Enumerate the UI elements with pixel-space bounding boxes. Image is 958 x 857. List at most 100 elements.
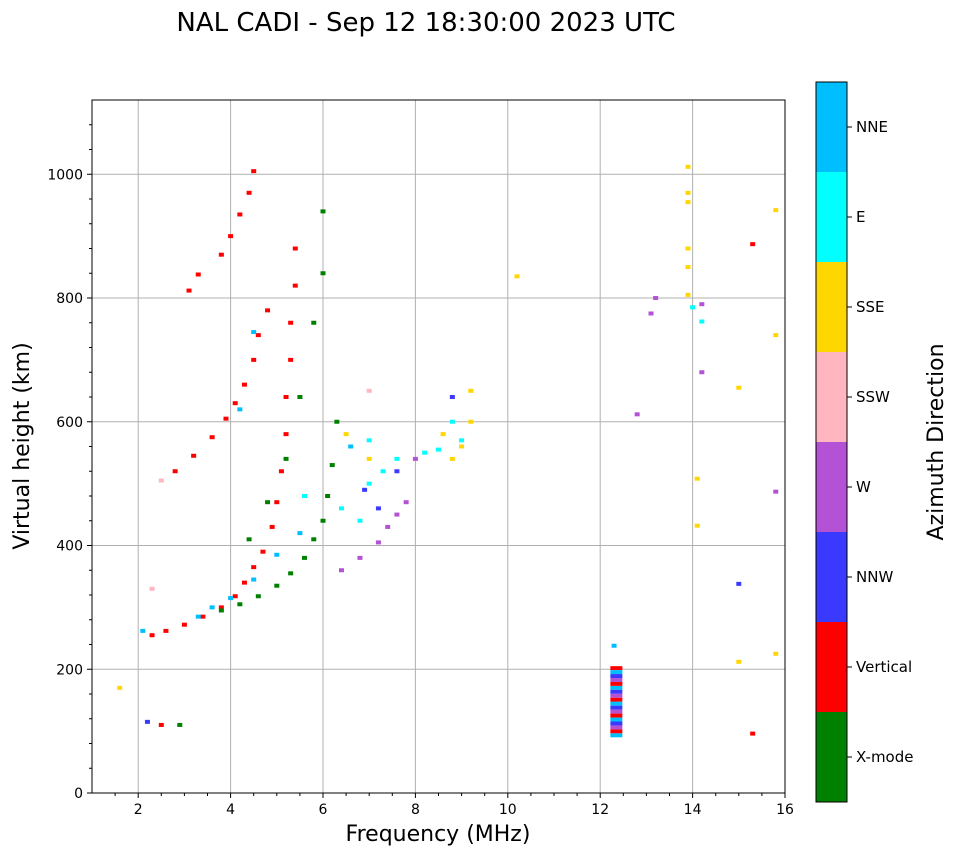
colorbar: X-mode Vertical NNW W SSW SSE E NNE [815, 81, 913, 803]
y-axis-ticks: 0 200 400 600 800 1000 [47, 124, 92, 802]
x-tick-label: 16 [776, 802, 794, 818]
data-point-e [690, 305, 696, 310]
colorbar-segment [816, 172, 847, 262]
data-band-stripe [610, 681, 623, 686]
data-band-stripe [610, 685, 623, 690]
data-point-x-mode [320, 209, 326, 214]
y-axis-label: Virtual height (km) [10, 342, 35, 549]
data-point-w [357, 555, 363, 560]
data-point-vertical [209, 435, 215, 440]
data-point-vertical [251, 357, 257, 362]
data-point-sse [736, 385, 742, 390]
colorbar-segment [816, 622, 847, 712]
colorbar-segment [816, 82, 847, 172]
data-point-vertical [246, 190, 252, 195]
data-point-x-mode [311, 320, 317, 325]
data-point-nne [228, 596, 234, 601]
data-band-stripe [610, 701, 623, 706]
colorbar-segment [816, 352, 847, 442]
data-point-nne [297, 531, 303, 536]
data-point-nne [251, 577, 257, 582]
data-point-sse [773, 651, 779, 656]
data-point-nnw [736, 581, 742, 586]
data-point-x-mode [320, 518, 326, 523]
data-point-nnw [144, 719, 150, 724]
colorbar-label: Azimuth Direction [924, 343, 949, 540]
data-point-sse [117, 685, 123, 690]
data-point-nne [209, 605, 215, 610]
data-point-e [380, 469, 386, 474]
colorbar-label-e: E [856, 208, 865, 226]
data-point-vertical [269, 524, 275, 529]
data-point-vertical [195, 272, 201, 277]
data-point-w [412, 456, 418, 461]
data-point-e [302, 494, 308, 498]
x-tick-label: 2 [134, 802, 143, 818]
data-band-stripe [610, 697, 623, 702]
colorbar-segment [816, 442, 847, 532]
data-point-x-mode [246, 537, 252, 542]
data-point-e [459, 438, 465, 443]
data-band-stripe [610, 725, 623, 730]
x-tick-label: 6 [319, 802, 328, 818]
colorbar-label-nnw: NNW [856, 568, 893, 586]
data-point-vertical [274, 500, 280, 505]
colorbar-frame [815, 81, 848, 803]
data-point-x-mode [218, 608, 224, 613]
data-point-e [357, 518, 363, 523]
data-point-e [422, 450, 428, 455]
data-point-vertical [232, 401, 238, 406]
data-point-sse [773, 208, 779, 213]
data-point-sse [514, 274, 520, 279]
data-point-vertical [292, 283, 298, 288]
data-point-vertical [218, 252, 224, 257]
data-band-stripe [610, 693, 623, 698]
data-point-vertical [172, 469, 178, 474]
data-point-vertical [163, 628, 169, 633]
data-point-w [648, 311, 654, 316]
data-point-e [436, 447, 441, 452]
colorbar-label-w: W [856, 478, 871, 496]
data-band-stripe [610, 721, 623, 726]
data-band-stripe [610, 666, 623, 671]
data-point-vertical [228, 234, 234, 239]
x-tick-label: 14 [684, 802, 702, 818]
x-tick-label: 10 [499, 802, 517, 818]
data-point-x-mode [325, 494, 331, 498]
data-point-x-mode [265, 500, 271, 505]
colorbar-label-ssw: SSW [856, 388, 890, 406]
colorbar-segment [816, 712, 847, 802]
data-band-stripe [610, 705, 623, 710]
data-point-w [699, 370, 705, 375]
colorbar-label-nne: NNE [856, 118, 888, 136]
data-point-nne [251, 330, 257, 335]
data-band-stripe [610, 674, 623, 679]
data-point-sse [685, 164, 691, 169]
data-point-w [699, 302, 705, 307]
data-band-stripe [610, 729, 623, 734]
data-point-vertical [149, 633, 155, 638]
data-point-x-mode [297, 395, 303, 399]
data-point-vertical [251, 169, 257, 174]
data-point-nnw [375, 506, 381, 511]
data-point-x-mode [255, 594, 261, 599]
data-point-vertical [278, 469, 284, 474]
plot-area: 2 4 6 8 10 12 14 16 0 200 400 600 800 1000 [47, 99, 794, 818]
data-point-x-mode [302, 555, 308, 560]
data-point-vertical [292, 246, 298, 251]
data-point-vertical [241, 580, 247, 585]
colorbar-segment [816, 262, 847, 352]
data-point-sse [773, 333, 779, 338]
y-tick-label: 1000 [47, 167, 83, 183]
data-point-x-mode [329, 463, 335, 468]
data-point-sse [685, 292, 691, 297]
data-point-vertical [265, 308, 271, 313]
data-point-x-mode [237, 602, 243, 607]
data-band-stripe [610, 678, 623, 682]
data-point-e [366, 481, 372, 486]
data-point-sse [694, 476, 700, 481]
data-point-sse [468, 419, 474, 424]
data-point-w [634, 412, 640, 417]
data-point-vertical [283, 432, 289, 437]
data-point-vertical [200, 614, 206, 619]
